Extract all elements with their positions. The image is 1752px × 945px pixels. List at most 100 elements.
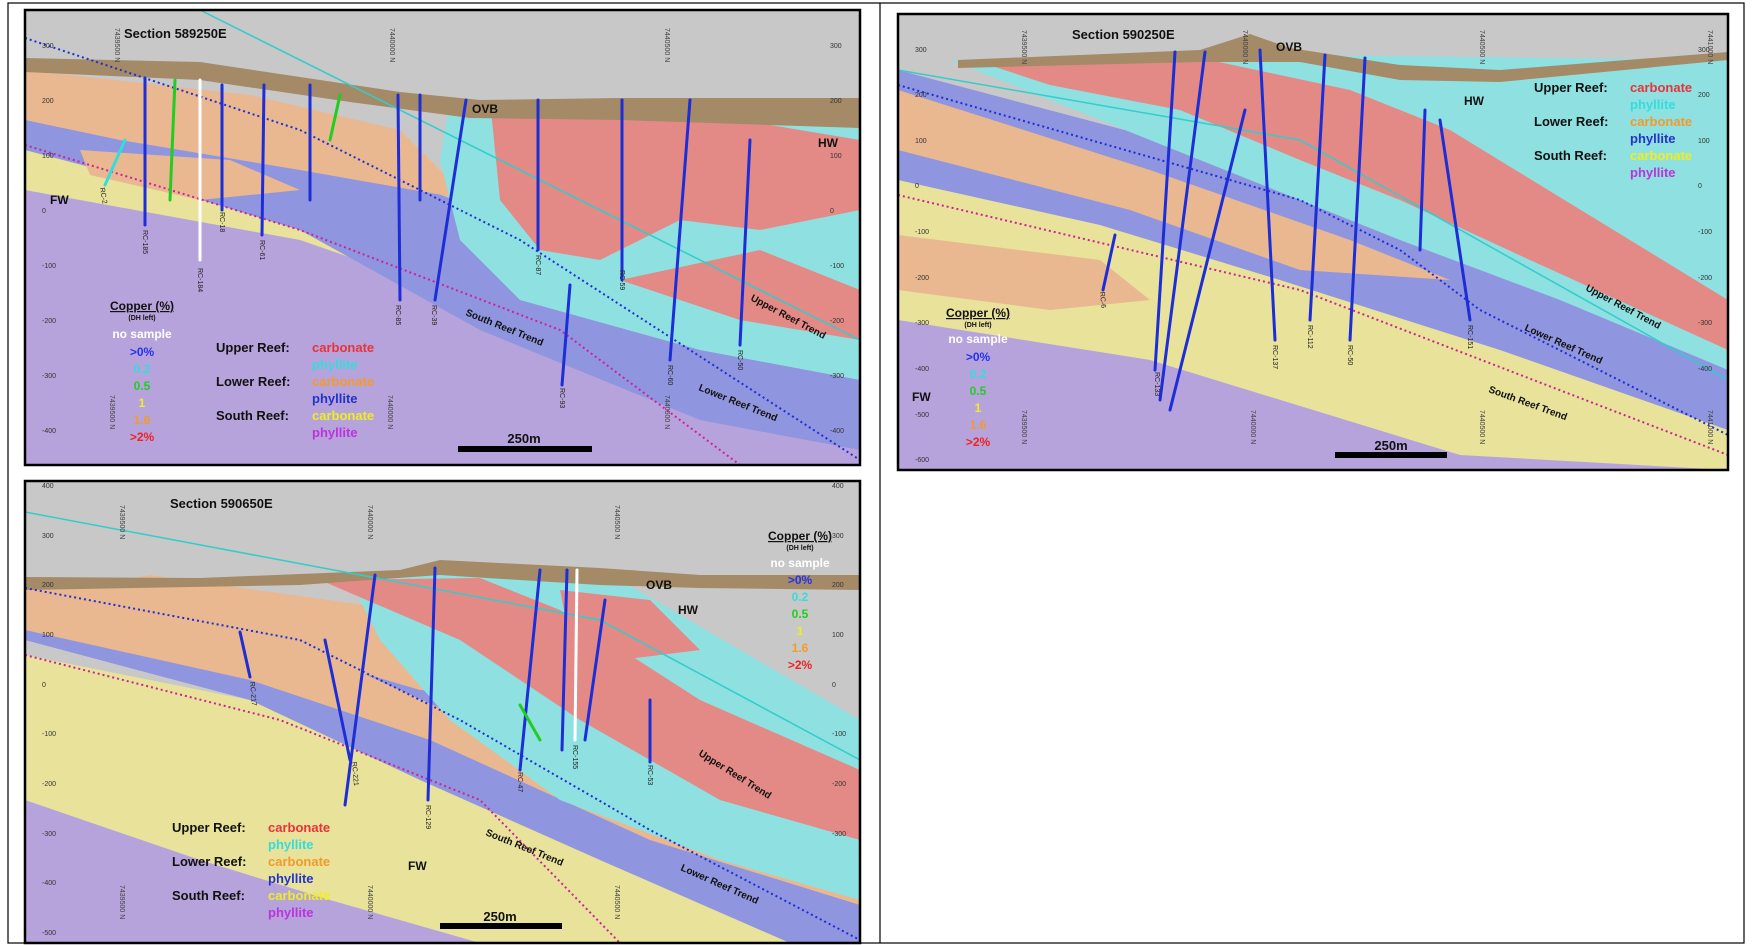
northing-label: 7441000 N: [1706, 30, 1713, 64]
lower-reef-label: Lower Reef:: [172, 854, 246, 869]
elevation-ticks-right: 300 200 100 0 -100 -200 -300 -400: [1698, 47, 1712, 373]
elevation-tick: 200: [42, 98, 54, 105]
section-title: Section 589250E: [124, 26, 227, 41]
hole-label: RC-129: [424, 805, 431, 829]
elevation-tick: -400: [1698, 366, 1712, 373]
lower-carbonate-unit: [25, 70, 470, 200]
elevation-tick: 100: [915, 138, 927, 145]
elevation-ticks-left: 300 200 100 0 -100 -200 -300 -400 -500 -…: [915, 47, 929, 464]
drillhole: [518, 703, 542, 742]
elevation-ticks-left: 400 300 200 100 0 -100 -200 -300 -400 -5…: [42, 483, 56, 937]
drillholes: [1101, 48, 1472, 412]
legend-gt0: >0%: [788, 573, 813, 587]
south-reef-carbonate: carbonate: [268, 888, 330, 903]
south-carbonate-unit: [898, 175, 1728, 470]
elevation-tick: -200: [915, 275, 929, 282]
hole-label: RC-60: [666, 365, 673, 385]
south-reef-label: South Reef:: [216, 408, 289, 423]
elevation-tick: -300: [830, 373, 844, 380]
copper-legend: Copper (%) (DH left) no sample >0% 0.2 0…: [946, 306, 1010, 449]
section-border: [23, 479, 862, 945]
upper-carbonate-lens: [560, 590, 700, 660]
scale-bar-label: 250m: [483, 909, 516, 924]
hole-labels: RC-217 RC-221 RC-47 RC-155 RC-53 RC-129: [248, 682, 653, 830]
upper-reef-carbonate: carbonate: [268, 820, 330, 835]
elevation-tick: 0: [830, 208, 834, 215]
hole-label: RC-85: [394, 305, 401, 325]
lower-reef-carbonate: carbonate: [1630, 114, 1692, 129]
elevation-tick: 100: [1698, 138, 1710, 145]
south-carbonate-unit: [25, 655, 800, 943]
drillhole: [328, 93, 342, 142]
fw-label: FW: [50, 193, 69, 207]
hole-label: RC-59: [618, 270, 625, 290]
elevation-tick: -400: [42, 880, 56, 887]
lower-reef-label: Lower Reef:: [216, 374, 290, 389]
hole-labels: RC-6 RC-133 RC-137 RC-112 RC-151 RC-50: [1098, 292, 1473, 397]
drillhole: [323, 638, 352, 762]
upper-reef-phyllite: phyllite: [312, 357, 358, 372]
ovb-label: OVB: [646, 578, 672, 592]
elevation-tick: 400: [832, 483, 844, 490]
drillhole: [1101, 233, 1117, 292]
elevation-tick: -200: [1698, 275, 1712, 282]
south-reef-phyllite: phyllite: [312, 425, 358, 440]
hole-label: RC-151: [1466, 325, 1473, 349]
elevation-tick: -100: [1698, 229, 1712, 236]
hole-label: RC-112: [1306, 325, 1313, 349]
elevation-tick: 100: [832, 632, 844, 639]
elevation-tick: 300: [42, 533, 54, 540]
south-reef-carbonate: carbonate: [1630, 148, 1692, 163]
drillhole: [1348, 56, 1367, 342]
overburden: [25, 58, 860, 128]
hw-label: HW: [818, 136, 839, 150]
drillhole: [583, 598, 607, 742]
south-reef-trend-line: [25, 654, 621, 943]
hole-label: RC-50: [1346, 345, 1353, 365]
scale-bar-label: 250m: [1374, 438, 1407, 453]
drillhole: [238, 630, 252, 679]
drillhole: [1168, 108, 1247, 412]
overburden: [958, 34, 1728, 82]
legend-gt0: >0%: [966, 350, 991, 364]
drillhole: [1258, 48, 1277, 342]
south-reef-phyllite: phyllite: [268, 905, 314, 920]
hole-label: RC-53: [646, 765, 653, 785]
legend-0-2: 0.2: [970, 367, 987, 381]
section-border: [23, 8, 862, 467]
elevation-tick: -100: [42, 263, 56, 270]
upper-reef-trend-line: [898, 69, 1728, 381]
legend-gt2: >2%: [966, 435, 991, 449]
elevation-tick: 0: [42, 682, 46, 689]
scale-bar: [458, 446, 592, 452]
upper-reef-trend-line: [25, 511, 860, 761]
legend-no-sample: no sample: [948, 332, 1008, 346]
hole-label: RC-221: [350, 762, 359, 787]
elevation-tick: 0: [1698, 183, 1702, 190]
elevation-tick: -300: [1698, 320, 1712, 327]
upper-carbonate-lens: [620, 250, 860, 340]
elevation-tick: 300: [42, 43, 54, 50]
lower-reef-phyllite: phyllite: [268, 871, 314, 886]
lower-reef-carbonate: carbonate: [312, 374, 374, 389]
south-reef-label: South Reef:: [172, 888, 245, 903]
elevation-tick: 200: [832, 582, 844, 589]
copper-legend: Copper (%) (DH left) no sample >0% 0.2 0…: [768, 529, 832, 672]
northing-labels: 7439500 N 7440000 N 7440500 N 7441000 N …: [1020, 30, 1713, 444]
copper-legend-title: Copper (%): [768, 529, 832, 543]
northing-label: 7440500 N: [663, 28, 670, 62]
elevation-tick: 0: [42, 208, 46, 215]
hole-label: RC-2: [98, 187, 108, 204]
northing-label: 7440000 N: [386, 395, 393, 429]
legend-gt2: >2%: [788, 658, 813, 672]
drillhole: [433, 98, 468, 302]
reef-legend: Upper Reef: carbonate phyllite Lower Ree…: [216, 340, 374, 440]
hole-label: RC-50: [736, 350, 743, 370]
upper-carbonate-unit: [490, 100, 860, 260]
elevation-tick: -300: [42, 373, 56, 380]
legend-1: 1: [975, 401, 982, 415]
elevation-tick: 0: [832, 682, 836, 689]
scale-bar: [1335, 452, 1447, 458]
elevation-tick: -500: [42, 930, 56, 937]
